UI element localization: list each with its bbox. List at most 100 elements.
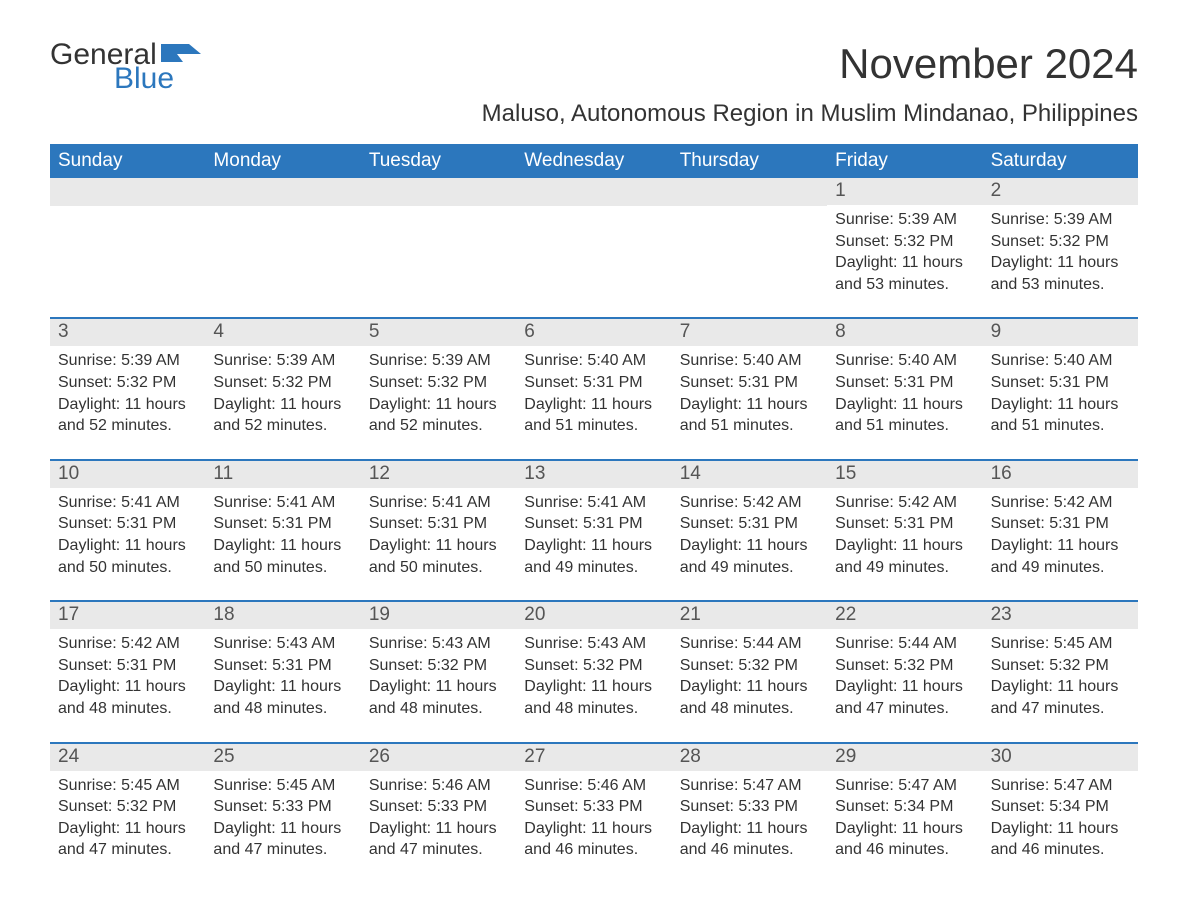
day-number: 7 <box>672 319 827 346</box>
day-number: 30 <box>983 744 1138 771</box>
day-cell: 22Sunrise: 5:44 AMSunset: 5:32 PMDayligh… <box>827 602 982 723</box>
day-cell: 29Sunrise: 5:47 AMSunset: 5:34 PMDayligh… <box>827 744 982 865</box>
day-number: 21 <box>672 602 827 629</box>
daylight-text: Daylight: 11 hours and 50 minutes. <box>213 535 352 578</box>
daylight-text: Daylight: 11 hours and 51 minutes. <box>991 394 1130 437</box>
day-body: Sunrise: 5:42 AMSunset: 5:31 PMDaylight:… <box>827 488 982 582</box>
sunset-text: Sunset: 5:31 PM <box>991 372 1130 394</box>
daylight-text: Daylight: 11 hours and 47 minutes. <box>213 818 352 861</box>
day-cell: 17Sunrise: 5:42 AMSunset: 5:31 PMDayligh… <box>50 602 205 723</box>
sunrise-text: Sunrise: 5:47 AM <box>680 775 819 797</box>
sunrise-text: Sunrise: 5:42 AM <box>835 492 974 514</box>
sunrise-text: Sunrise: 5:47 AM <box>991 775 1130 797</box>
daylight-text: Daylight: 11 hours and 50 minutes. <box>58 535 197 578</box>
day-cell: 20Sunrise: 5:43 AMSunset: 5:32 PMDayligh… <box>516 602 671 723</box>
day-cell <box>361 178 516 299</box>
sunrise-text: Sunrise: 5:39 AM <box>835 209 974 231</box>
sunrise-text: Sunrise: 5:45 AM <box>58 775 197 797</box>
sunrise-text: Sunrise: 5:44 AM <box>835 633 974 655</box>
day-cell: 13Sunrise: 5:41 AMSunset: 5:31 PMDayligh… <box>516 461 671 582</box>
day-cell: 3Sunrise: 5:39 AMSunset: 5:32 PMDaylight… <box>50 319 205 440</box>
weekday-header: Saturday <box>983 144 1138 178</box>
day-number: 12 <box>361 461 516 488</box>
sunrise-text: Sunrise: 5:41 AM <box>213 492 352 514</box>
empty-day-header <box>50 178 205 206</box>
week-row: 24Sunrise: 5:45 AMSunset: 5:32 PMDayligh… <box>50 742 1138 865</box>
daylight-text: Daylight: 11 hours and 51 minutes. <box>835 394 974 437</box>
weekday-header: Monday <box>205 144 360 178</box>
day-number: 23 <box>983 602 1138 629</box>
day-number: 13 <box>516 461 671 488</box>
sunset-text: Sunset: 5:33 PM <box>680 796 819 818</box>
sunset-text: Sunset: 5:32 PM <box>369 372 508 394</box>
day-number: 22 <box>827 602 982 629</box>
week-row: 10Sunrise: 5:41 AMSunset: 5:31 PMDayligh… <box>50 459 1138 582</box>
sunrise-text: Sunrise: 5:40 AM <box>991 350 1130 372</box>
day-body: Sunrise: 5:42 AMSunset: 5:31 PMDaylight:… <box>672 488 827 582</box>
sunrise-text: Sunrise: 5:46 AM <box>524 775 663 797</box>
day-number: 10 <box>50 461 205 488</box>
daylight-text: Daylight: 11 hours and 52 minutes. <box>369 394 508 437</box>
day-number: 5 <box>361 319 516 346</box>
sunset-text: Sunset: 5:31 PM <box>369 513 508 535</box>
daylight-text: Daylight: 11 hours and 47 minutes. <box>369 818 508 861</box>
day-cell <box>516 178 671 299</box>
daylight-text: Daylight: 11 hours and 52 minutes. <box>213 394 352 437</box>
day-number: 9 <box>983 319 1138 346</box>
sunset-text: Sunset: 5:32 PM <box>369 655 508 677</box>
daylight-text: Daylight: 11 hours and 49 minutes. <box>680 535 819 578</box>
sunrise-text: Sunrise: 5:39 AM <box>991 209 1130 231</box>
day-body: Sunrise: 5:40 AMSunset: 5:31 PMDaylight:… <box>516 346 671 440</box>
weekday-header: Friday <box>827 144 982 178</box>
month-title: November 2024 <box>482 40 1138 88</box>
day-body: Sunrise: 5:39 AMSunset: 5:32 PMDaylight:… <box>50 346 205 440</box>
location-text: Maluso, Autonomous Region in Muslim Mind… <box>482 100 1138 128</box>
day-number: 20 <box>516 602 671 629</box>
daylight-text: Daylight: 11 hours and 53 minutes. <box>835 252 974 295</box>
day-cell: 18Sunrise: 5:43 AMSunset: 5:31 PMDayligh… <box>205 602 360 723</box>
sunrise-text: Sunrise: 5:41 AM <box>369 492 508 514</box>
day-cell: 25Sunrise: 5:45 AMSunset: 5:33 PMDayligh… <box>205 744 360 865</box>
day-number: 6 <box>516 319 671 346</box>
sunset-text: Sunset: 5:31 PM <box>58 513 197 535</box>
day-number: 8 <box>827 319 982 346</box>
daylight-text: Daylight: 11 hours and 48 minutes. <box>680 676 819 719</box>
day-cell: 2Sunrise: 5:39 AMSunset: 5:32 PMDaylight… <box>983 178 1138 299</box>
day-number: 11 <box>205 461 360 488</box>
daylight-text: Daylight: 11 hours and 53 minutes. <box>991 252 1130 295</box>
day-cell: 23Sunrise: 5:45 AMSunset: 5:32 PMDayligh… <box>983 602 1138 723</box>
daylight-text: Daylight: 11 hours and 48 minutes. <box>369 676 508 719</box>
day-body: Sunrise: 5:44 AMSunset: 5:32 PMDaylight:… <box>827 629 982 723</box>
day-body: Sunrise: 5:39 AMSunset: 5:32 PMDaylight:… <box>361 346 516 440</box>
empty-day-header <box>205 178 360 206</box>
daylight-text: Daylight: 11 hours and 50 minutes. <box>369 535 508 578</box>
day-body: Sunrise: 5:41 AMSunset: 5:31 PMDaylight:… <box>205 488 360 582</box>
daylight-text: Daylight: 11 hours and 47 minutes. <box>991 676 1130 719</box>
sunset-text: Sunset: 5:31 PM <box>213 655 352 677</box>
sunrise-text: Sunrise: 5:44 AM <box>680 633 819 655</box>
day-number: 24 <box>50 744 205 771</box>
sunrise-text: Sunrise: 5:45 AM <box>213 775 352 797</box>
day-cell: 14Sunrise: 5:42 AMSunset: 5:31 PMDayligh… <box>672 461 827 582</box>
sunrise-text: Sunrise: 5:45 AM <box>991 633 1130 655</box>
daylight-text: Daylight: 11 hours and 46 minutes. <box>524 818 663 861</box>
sunset-text: Sunset: 5:34 PM <box>991 796 1130 818</box>
sunset-text: Sunset: 5:32 PM <box>58 372 197 394</box>
day-cell: 1Sunrise: 5:39 AMSunset: 5:32 PMDaylight… <box>827 178 982 299</box>
sunset-text: Sunset: 5:31 PM <box>524 372 663 394</box>
day-cell: 8Sunrise: 5:40 AMSunset: 5:31 PMDaylight… <box>827 319 982 440</box>
day-cell: 19Sunrise: 5:43 AMSunset: 5:32 PMDayligh… <box>361 602 516 723</box>
daylight-text: Daylight: 11 hours and 48 minutes. <box>524 676 663 719</box>
sunrise-text: Sunrise: 5:39 AM <box>369 350 508 372</box>
sunrise-text: Sunrise: 5:43 AM <box>213 633 352 655</box>
daylight-text: Daylight: 11 hours and 52 minutes. <box>58 394 197 437</box>
day-number: 2 <box>983 178 1138 205</box>
day-body: Sunrise: 5:44 AMSunset: 5:32 PMDaylight:… <box>672 629 827 723</box>
sunset-text: Sunset: 5:32 PM <box>835 655 974 677</box>
day-body: Sunrise: 5:47 AMSunset: 5:34 PMDaylight:… <box>983 771 1138 865</box>
sunset-text: Sunset: 5:31 PM <box>213 513 352 535</box>
sunset-text: Sunset: 5:32 PM <box>524 655 663 677</box>
logo-text-blue: Blue <box>114 64 201 94</box>
day-cell: 12 Sunrise: 5:41 AMSunset: 5:31 PMDayligh… <box>361 461 516 582</box>
sunrise-text: Sunrise: 5:46 AM <box>369 775 508 797</box>
